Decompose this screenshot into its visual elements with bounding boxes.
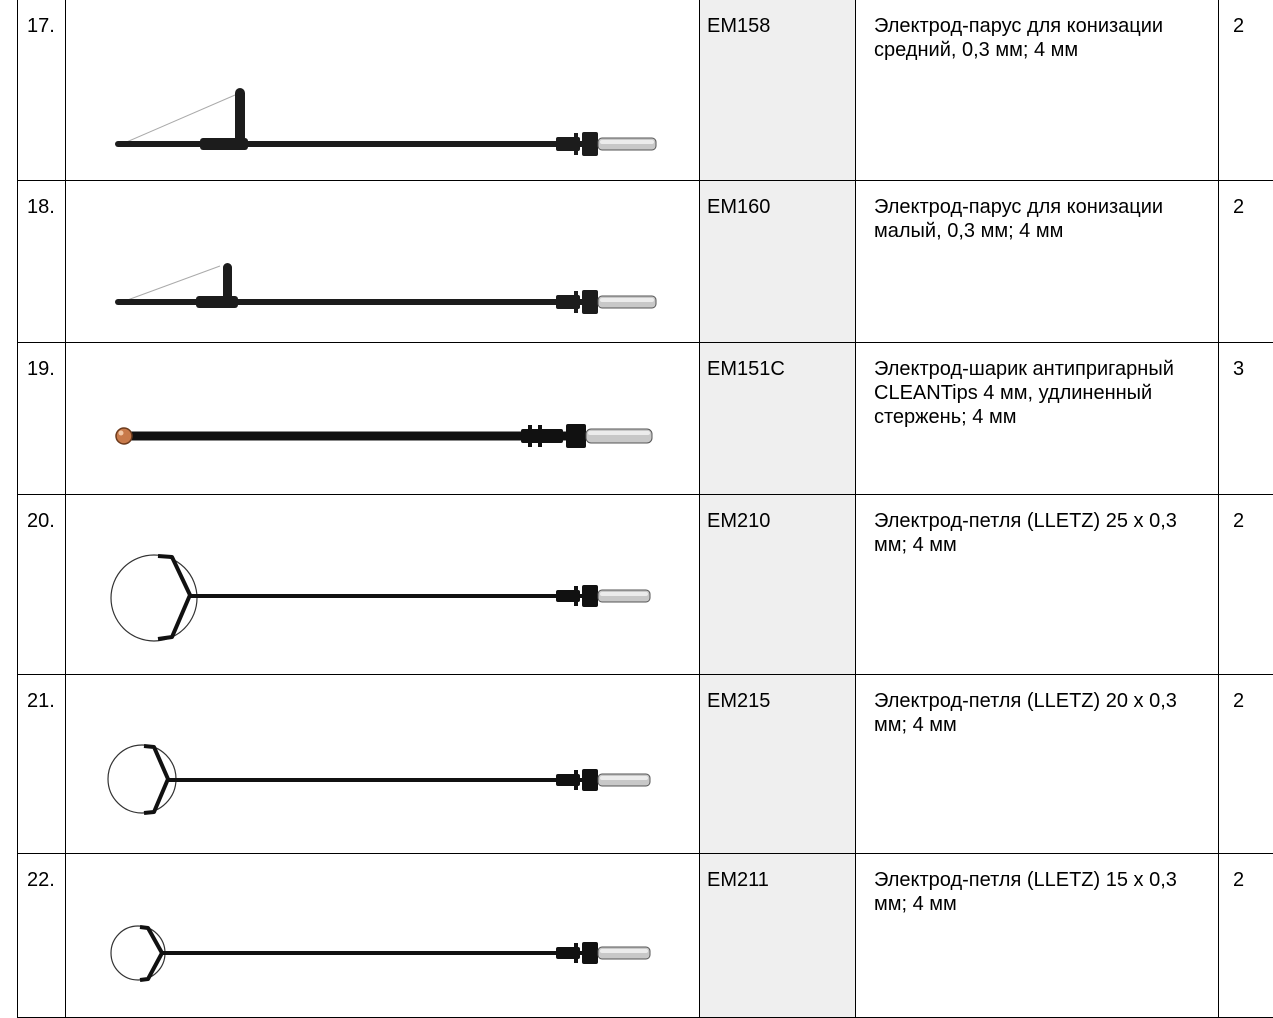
product-description: Электрод-шарик антипригарный CLEANTips 4… — [856, 342, 1219, 494]
product-code: EM158 — [700, 0, 856, 180]
quantity: 2 — [1219, 674, 1273, 853]
product-description: Электрод-петля (LLETZ) 15 х 0,3 мм; 4 мм — [856, 853, 1219, 1017]
row-number: 17. — [18, 0, 66, 180]
quantity: 2 — [1219, 853, 1273, 1017]
electrode-table: 17. EM158 Электрод-парус для конизации с… — [17, 0, 1273, 1018]
product-code: EM211 — [700, 853, 856, 1017]
table-row: 20. EM210 Электрод-петля (LLETZ) 25 х 0,… — [18, 494, 1273, 674]
table-row: 18. EM160 Электрод-парус для конизации м… — [18, 180, 1273, 342]
product-description: Электрод-петля (LLETZ) 25 х 0,3 мм; 4 мм — [856, 494, 1219, 674]
loop-electrode-20-icon — [66, 675, 700, 854]
row-number: 20. — [18, 494, 66, 674]
product-image-cell — [66, 180, 700, 342]
product-image-cell — [66, 494, 700, 674]
sail-electrode-medium-icon — [66, 0, 700, 180]
product-description: Электрод-парус для конизации средний, 0,… — [856, 0, 1219, 180]
product-code: EM160 — [700, 180, 856, 342]
sail-electrode-small-icon — [66, 181, 700, 343]
table-row: 21. EM215 Электрод-петля (LLETZ) 20 х 0,… — [18, 674, 1273, 853]
table-row: 22. EM211 Электрод-петля (LLETZ) 15 х 0,… — [18, 853, 1273, 1017]
row-number: 22. — [18, 853, 66, 1017]
row-number: 19. — [18, 342, 66, 494]
quantity: 2 — [1219, 0, 1273, 180]
table-row: 19. EM151C Электрод-шарик антипригарный … — [18, 342, 1273, 494]
table-row: 17. EM158 Электрод-парус для конизации с… — [18, 0, 1273, 180]
row-number: 21. — [18, 674, 66, 853]
ball-electrode-icon — [66, 343, 700, 495]
quantity: 2 — [1219, 494, 1273, 674]
quantity: 3 — [1219, 342, 1273, 494]
row-number: 18. — [18, 180, 66, 342]
product-code: EM215 — [700, 674, 856, 853]
product-image-cell — [66, 674, 700, 853]
product-code: EM210 — [700, 494, 856, 674]
product-image-cell — [66, 0, 700, 180]
product-description: Электрод-петля (LLETZ) 20 х 0,3 мм; 4 мм — [856, 674, 1219, 853]
quantity: 2 — [1219, 180, 1273, 342]
product-image-cell — [66, 853, 700, 1017]
product-image-cell — [66, 342, 700, 494]
product-code: EM151C — [700, 342, 856, 494]
loop-electrode-25-icon — [66, 495, 700, 675]
loop-electrode-15-icon — [66, 854, 700, 1018]
product-description: Электрод-парус для конизации малый, 0,3 … — [856, 180, 1219, 342]
